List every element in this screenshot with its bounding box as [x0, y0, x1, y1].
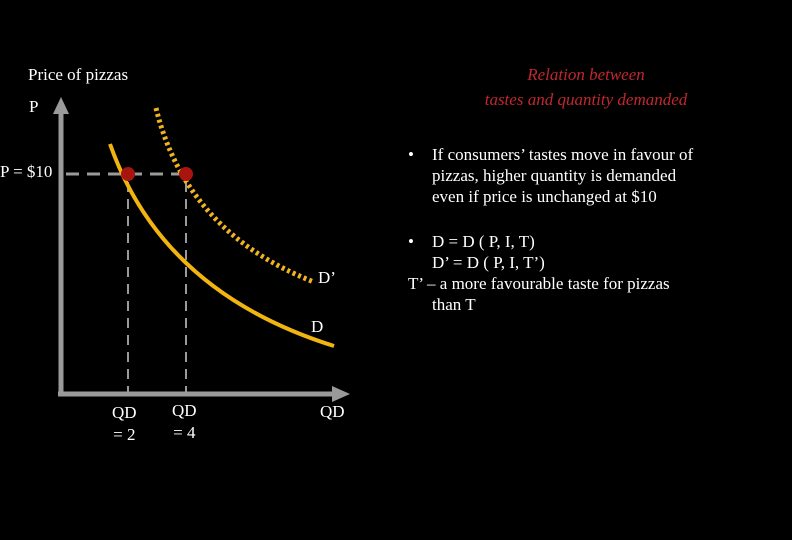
slide-title-line-2: tastes and quantity demanded: [484, 90, 688, 109]
bullet-2-line-4: than T: [432, 295, 476, 314]
bullet-item-tastes: • If consumers’ tastes move in favour of…: [398, 144, 783, 207]
quantity-label-2: QD = 2: [112, 402, 137, 446]
quantity-label-2-bottom: = 2: [113, 425, 136, 444]
bullet-item-function: • D = D ( P, I, T) D’ = D ( P, I, T’) T’…: [398, 231, 783, 315]
shifted-demand-label: D’: [318, 268, 336, 287]
x-axis-arrow-icon: [332, 386, 350, 402]
bullet-2-line-2: D’ = D ( P, I, T’): [432, 253, 545, 272]
slide-title: Relation between tastes and quantity dem…: [440, 62, 732, 112]
bullet-2-line-3: T’ – a more favourable taste for pizzas: [408, 274, 670, 293]
y-axis-title: Price of pizzas: [28, 65, 129, 84]
quantity-label-2-top: QD: [112, 403, 137, 422]
point-qd-4: [179, 167, 193, 181]
y-axis-symbol: P: [29, 97, 39, 116]
quantity-label-4-top: QD: [172, 401, 197, 420]
bullet-dot-icon: •: [408, 145, 414, 164]
bullet-1-line-2: pizzas, higher quantity is demanded: [432, 166, 677, 185]
x-axis-symbol: QD: [320, 402, 345, 421]
bullet-1-line-1: If consumers’ tastes move in favour of: [432, 145, 694, 164]
demand-curve: [108, 143, 335, 348]
point-qd-2: [121, 167, 135, 181]
slide-title-line-1: Relation between: [527, 65, 645, 84]
bullet-list: • If consumers’ tastes move in favour of…: [398, 144, 783, 315]
quantity-label-4-bottom: = 4: [173, 423, 196, 442]
bullet-1-line-3: even if price is unchanged at $10: [432, 187, 657, 206]
demand-label: D: [311, 317, 324, 336]
y-axis-arrow-icon: [53, 97, 69, 114]
bullet-2-line-1: D = D ( P, I, T): [432, 232, 535, 251]
quantity-label-4: QD = 4: [172, 400, 197, 444]
bullet-dot-icon: •: [408, 232, 414, 251]
price-label: P = $10: [0, 162, 53, 181]
shifted-demand-curve: [153, 107, 315, 285]
